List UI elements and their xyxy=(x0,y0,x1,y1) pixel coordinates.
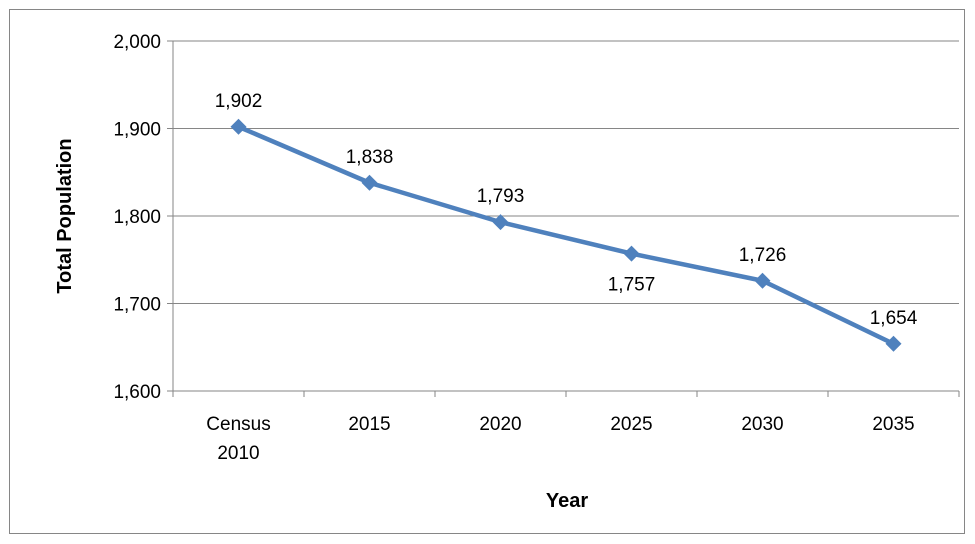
y-axis-title: Total Population xyxy=(54,138,76,293)
data-point-marker xyxy=(230,118,247,135)
x-axis-ticks: Census 2010 2015 2020 2025 2030 2035 xyxy=(172,391,960,464)
y-tick-label: 1,800 xyxy=(113,207,161,228)
y-tick-label: 2,000 xyxy=(113,32,161,53)
x-tick-label: 2010 xyxy=(217,443,259,464)
data-label: 1,793 xyxy=(477,186,525,207)
series-layer xyxy=(230,118,902,352)
data-point-marker xyxy=(885,335,902,352)
y-tick-label: 1,900 xyxy=(113,120,161,141)
series-line xyxy=(236,124,896,346)
gridlines xyxy=(173,40,959,304)
y-axis-ticks: 1,600 1,700 1,800 1,900 2,000 xyxy=(113,32,173,403)
data-label: 1,726 xyxy=(739,245,787,266)
data-label: 1,902 xyxy=(215,91,263,112)
x-tick-label: 2015 xyxy=(348,414,390,435)
x-tick-label: 2020 xyxy=(479,414,521,435)
data-label: 1,654 xyxy=(870,308,918,329)
x-tick-label: 2035 xyxy=(872,414,914,435)
data-point-marker xyxy=(361,174,378,191)
x-tick-label: Census xyxy=(206,414,270,435)
chart-frame xyxy=(9,9,965,534)
y-tick-label: 1,700 xyxy=(113,295,161,316)
x-tick-label: 2030 xyxy=(741,414,783,435)
y-tick-label: 1,600 xyxy=(113,382,161,403)
data-point-marker xyxy=(754,272,771,289)
x-tick-label: 2025 xyxy=(610,414,652,435)
data-point-marker xyxy=(623,245,640,262)
data-point-marker xyxy=(492,214,509,231)
data-labels: 1,902 1,838 1,793 1,757 1,726 1,654 xyxy=(215,91,918,329)
x-axis-title: Year xyxy=(546,490,588,512)
data-label: 1,757 xyxy=(608,275,656,296)
data-label: 1,838 xyxy=(346,147,394,168)
